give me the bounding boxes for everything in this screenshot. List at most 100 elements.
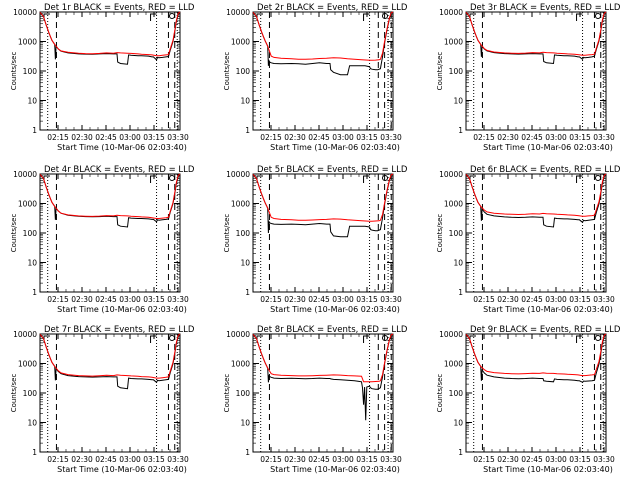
x-tick-label: 02:45 [95,133,117,142]
x-tick-label: 03:30 [593,295,615,304]
x-axis-label: Start Time (10-Mar-06 02:03:40) [270,465,400,474]
series-red [252,11,394,61]
plot-frame [39,11,181,131]
x-tick-label: 02:30 [497,133,519,142]
segment-marker [576,335,583,343]
y-tick-label: 1000 [444,360,463,369]
y-tick-label: 1 [458,448,463,457]
x-tick-label: 03:15 [143,455,165,464]
series-black [39,11,181,65]
x-tick-label: 03:15 [569,455,591,464]
x-tick-label: 03:30 [380,295,402,304]
x-tick-label: 03:30 [167,133,189,142]
x-tick-label: 02:15 [260,295,282,304]
x-tick-label: 03:00 [332,455,354,464]
x-tick-label: 02:45 [521,295,543,304]
x-tick-label: 02:30 [497,455,519,464]
plot-frame [465,173,607,293]
x-tick-label: 03:15 [356,455,378,464]
y-axis-label: Counts/sec [436,374,444,413]
segment-marker [576,13,583,21]
y-tick-label: 100 [23,229,38,238]
y-axis-label: Counts/sec [436,214,444,253]
plot-5: Det 5r BLACK = Events, RED = LLD 1 10 100 10… [223,165,408,314]
end-marker [169,335,175,341]
plot-3: Det 3r BLACK = Events, RED = LLD 1 10 100 10… [436,3,621,152]
end-marker [382,335,388,341]
end-marker [382,13,388,19]
y-tick-label: 100 [449,67,464,76]
x-axis-label: Start Time (10-Mar-06 02:03:40) [483,305,613,314]
plot-title: Det 6r BLACK = Events, RED = LLD [470,165,621,175]
x-axis-label: Start Time (10-Mar-06 02:03:40) [270,305,400,314]
x-tick-label: 02:30 [284,295,306,304]
x-tick-label: 02:30 [71,295,93,304]
y-tick-label: 10 [27,259,37,268]
x-tick-label: 02:15 [473,295,495,304]
x-tick-label: 02:30 [284,455,306,464]
x-tick-label: 02:30 [497,295,519,304]
y-tick-label: 10000 [13,8,37,17]
y-tick-label: 100 [23,389,38,398]
plot-title: Det 2r BLACK = Events, RED = LLD [257,3,408,13]
y-tick-label: 1000 [18,360,37,369]
plot-title: Det 7r BLACK = Events, RED = LLD [44,325,195,335]
x-tick-label: 02:45 [308,133,330,142]
y-tick-label: 1000 [18,200,37,209]
x-tick-label: 02:45 [308,295,330,304]
y-tick-label: 1000 [231,360,250,369]
plot-4: Det 4r BLACK = Events, RED = LLD 1 10 100 10… [10,165,195,314]
series-black [252,333,394,421]
y-tick-label: 10000 [439,170,463,179]
x-tick-label: 03:00 [332,133,354,142]
y-tick-label: 10 [453,259,463,268]
x-tick-label: 02:15 [473,133,495,142]
segment-marker [150,175,157,183]
x-tick-label: 03:00 [119,133,141,142]
y-tick-label: 1 [458,126,463,135]
y-axis-label: Counts/sec [223,374,231,413]
plot-6: Det 6r BLACK = Events, RED = LLD 1 10 100 10… [436,165,621,314]
x-tick-label: 02:30 [284,133,306,142]
x-axis-label: Start Time (10-Mar-06 02:03:40) [483,465,613,474]
plot-9: Det 9r BLACK = Events, RED = LLD 1 10 100 10… [436,325,621,474]
y-tick-label: 10 [453,419,463,428]
y-tick-label: 10000 [13,170,37,179]
x-axis-label: Start Time (10-Mar-06 02:03:40) [270,143,400,152]
x-tick-label: 02:30 [71,455,93,464]
series-red [39,11,181,57]
segment-marker [576,175,583,183]
series-red [39,173,181,219]
plot-frame [465,333,607,453]
end-marker [595,13,601,19]
plot-7: Det 7r BLACK = Events, RED = LLD 1 10 100 10… [10,325,195,474]
plot-8: Det 8r BLACK = Events, RED = LLD 1 10 100 10… [223,325,408,474]
segment-marker [150,335,157,343]
x-tick-label: 02:45 [521,455,543,464]
y-axis-label: Counts/sec [10,374,18,413]
y-axis-label: Counts/sec [223,52,231,91]
y-tick-label: 100 [236,229,251,238]
x-tick-label: 03:30 [167,455,189,464]
y-tick-label: 10000 [439,330,463,339]
end-marker [382,175,388,181]
x-axis-label: Start Time (10-Mar-06 02:03:40) [57,465,187,474]
segment-marker [363,13,370,21]
series-black [39,333,181,390]
y-tick-label: 10 [240,97,250,106]
x-tick-label: 03:15 [569,133,591,142]
plot-frame [252,173,394,293]
x-tick-label: 02:45 [308,455,330,464]
plot-title: Det 9r BLACK = Events, RED = LLD [470,325,621,335]
y-tick-label: 1000 [444,38,463,47]
series-black [465,11,607,65]
y-tick-label: 1 [32,448,37,457]
series-red [39,333,181,379]
y-tick-label: 10 [240,259,250,268]
x-tick-label: 02:45 [95,295,117,304]
y-axis-label: Counts/sec [10,52,18,91]
x-tick-label: 03:00 [119,295,141,304]
plot-frame [252,11,394,131]
y-tick-label: 100 [236,67,251,76]
